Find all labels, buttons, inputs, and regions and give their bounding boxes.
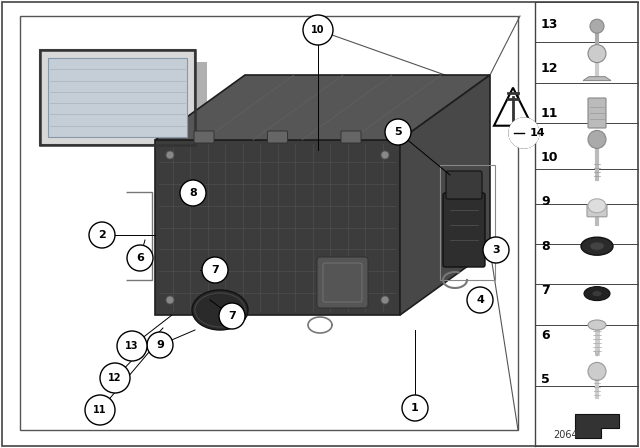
Circle shape [385,119,411,145]
Circle shape [588,362,606,380]
Circle shape [117,331,147,361]
Ellipse shape [581,237,613,255]
Circle shape [166,296,174,304]
Circle shape [127,245,153,271]
Bar [48,58,187,137]
Polygon shape [575,414,619,438]
Text: 6: 6 [136,253,144,263]
Text: 7: 7 [211,265,219,275]
Text: 7: 7 [541,284,550,297]
Circle shape [509,118,539,148]
Circle shape [588,130,606,148]
Text: 12: 12 [541,62,559,75]
Bar [440,165,495,280]
Polygon shape [400,75,490,315]
Text: 7: 7 [228,311,236,321]
Text: 14: 14 [517,128,531,138]
Circle shape [147,332,173,358]
FancyBboxPatch shape [268,131,287,143]
Text: 4: 4 [476,295,484,305]
Polygon shape [155,140,400,315]
Ellipse shape [584,287,610,301]
Circle shape [588,45,606,63]
Bar [40,50,195,145]
Text: 13: 13 [541,18,558,31]
Circle shape [166,151,174,159]
Polygon shape [583,77,611,81]
Text: 11: 11 [93,405,107,415]
Polygon shape [52,62,207,145]
FancyBboxPatch shape [317,257,368,308]
Text: 14: 14 [530,128,546,138]
Circle shape [381,296,389,304]
Text: 10: 10 [311,25,324,35]
Circle shape [100,363,130,393]
Text: 6: 6 [541,328,550,341]
Text: 206480: 206480 [554,430,591,440]
Text: 2: 2 [98,230,106,240]
FancyBboxPatch shape [587,205,607,217]
Bar [40,50,195,145]
Ellipse shape [590,242,604,250]
Circle shape [202,257,228,283]
Text: 5: 5 [541,373,550,386]
Text: 10: 10 [541,151,559,164]
Circle shape [303,15,333,45]
Ellipse shape [192,290,248,330]
Text: 12: 12 [108,373,122,383]
Circle shape [467,287,493,313]
Polygon shape [155,75,490,140]
Ellipse shape [592,291,602,297]
Text: 13: 13 [125,341,139,351]
Text: 1: 1 [411,403,419,413]
Text: 5: 5 [394,127,402,137]
Text: 9: 9 [156,340,164,350]
Circle shape [219,303,245,329]
Circle shape [180,180,206,206]
FancyBboxPatch shape [341,131,361,143]
Text: 8: 8 [541,240,550,253]
Text: 9: 9 [541,195,550,208]
Text: 11: 11 [541,107,559,120]
Ellipse shape [588,199,606,213]
Text: 3: 3 [492,245,500,255]
Circle shape [402,395,428,421]
Circle shape [483,237,509,263]
Polygon shape [494,88,532,126]
FancyBboxPatch shape [194,131,214,143]
Ellipse shape [588,320,606,330]
Circle shape [509,118,539,148]
Circle shape [85,395,115,425]
Circle shape [590,19,604,33]
FancyBboxPatch shape [446,171,482,199]
FancyBboxPatch shape [443,193,485,267]
FancyBboxPatch shape [588,98,606,128]
Circle shape [381,151,389,159]
Text: 8: 8 [189,188,197,198]
Circle shape [89,222,115,248]
